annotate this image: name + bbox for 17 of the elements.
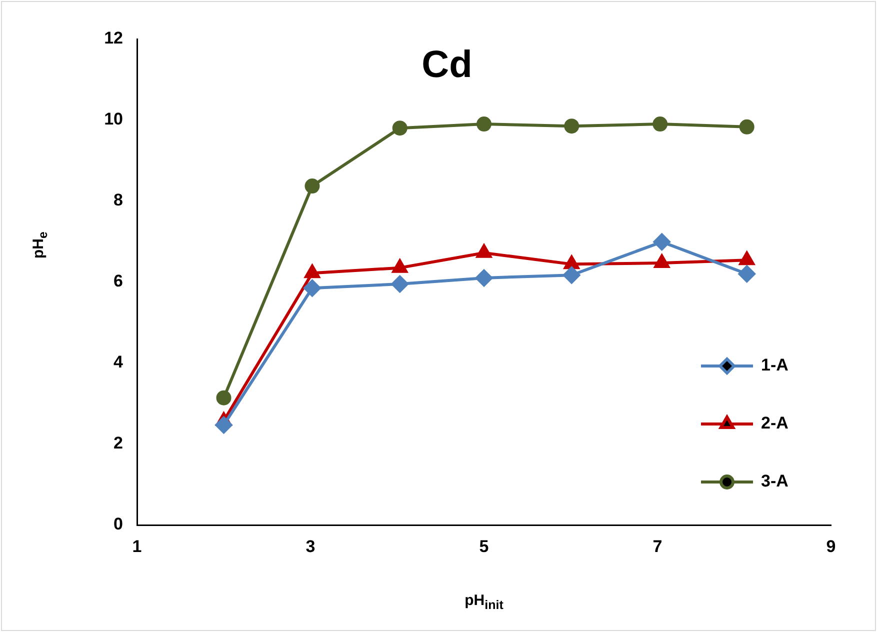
x-tick-label: 1	[132, 536, 142, 556]
legend-label: 1-A	[761, 356, 788, 375]
legend-label: 3-A	[761, 472, 788, 491]
x-axis-title: pH$_{init}$	[464, 592, 504, 612]
y-tick-label: 12	[104, 28, 123, 48]
legend-label: 2-A	[761, 414, 788, 433]
y-tick-label: 10	[104, 110, 123, 129]
y-tick-label: 2	[114, 434, 123, 453]
y-tick-label: 4	[114, 352, 124, 372]
x-tick-label: 9	[826, 536, 836, 556]
y-tick-label: 8	[114, 190, 123, 210]
y-tick-label: 6	[114, 272, 123, 291]
x-tick-label: 5	[479, 536, 489, 556]
x-tick-label: 3	[306, 536, 316, 556]
chart-title: Cd	[422, 44, 472, 87]
x-tick-label: 7	[652, 536, 662, 556]
y-tick-label: 0	[114, 514, 123, 534]
